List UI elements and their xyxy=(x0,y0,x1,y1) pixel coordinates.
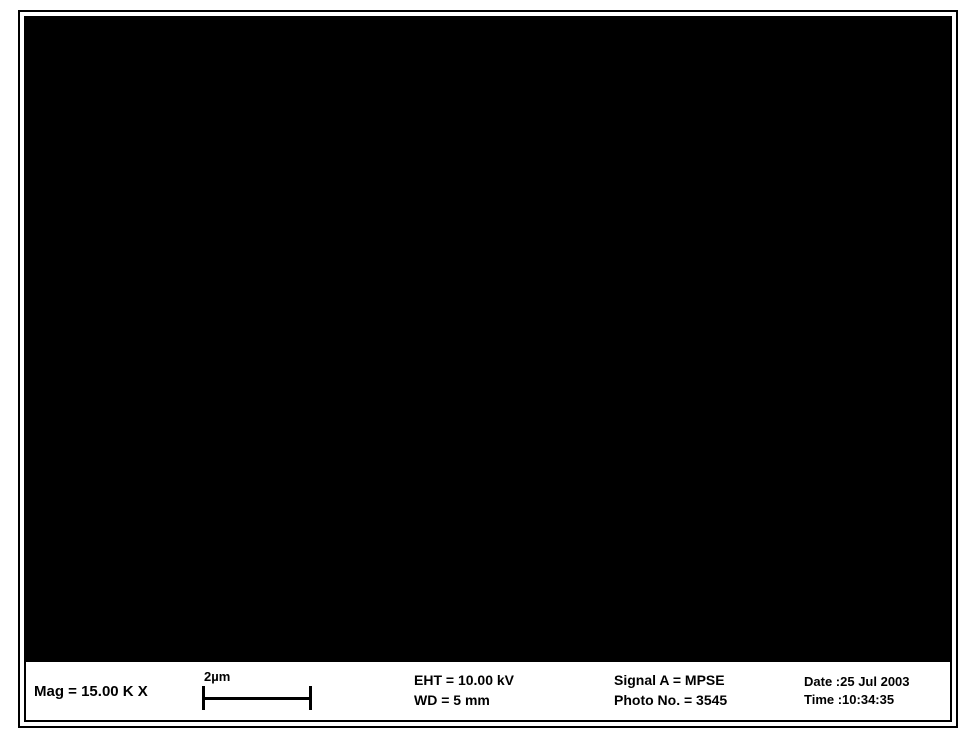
sem-micrograph-area xyxy=(26,18,950,662)
scale-bar-label: 2µm xyxy=(204,668,230,686)
scale-bar-tick-right xyxy=(309,686,312,710)
sem-metadata-bar: Mag = 15.00 K X 2µm EHT = 10.00 kV WD = … xyxy=(26,662,950,720)
metadata-date-time: Date :25 Jul 2003 Time :10:34:35 xyxy=(796,669,946,713)
time-value: Time :10:34:35 xyxy=(804,691,938,709)
photo-no-value: Photo No. = 3545 xyxy=(614,691,788,711)
eht-value: EHT = 10.00 kV xyxy=(414,671,598,691)
metadata-scale-bar: 2µm xyxy=(196,662,406,720)
date-value: Date :25 Jul 2003 xyxy=(804,673,938,691)
metadata-magnification: Mag = 15.00 K X xyxy=(26,677,196,706)
metadata-eht-wd: EHT = 10.00 kV WD = 5 mm xyxy=(406,667,606,714)
scale-bar-graphic xyxy=(202,686,312,710)
sem-inner-frame: Mag = 15.00 K X 2µm EHT = 10.00 kV WD = … xyxy=(24,16,952,722)
scale-bar-line xyxy=(202,697,312,700)
magnification-value: Mag = 15.00 K X xyxy=(34,681,188,702)
wd-value: WD = 5 mm xyxy=(414,691,598,711)
signal-value: Signal A = MPSE xyxy=(614,671,788,691)
sem-outer-frame: Mag = 15.00 K X 2µm EHT = 10.00 kV WD = … xyxy=(18,10,958,728)
metadata-signal-photo: Signal A = MPSE Photo No. = 3545 xyxy=(606,667,796,714)
